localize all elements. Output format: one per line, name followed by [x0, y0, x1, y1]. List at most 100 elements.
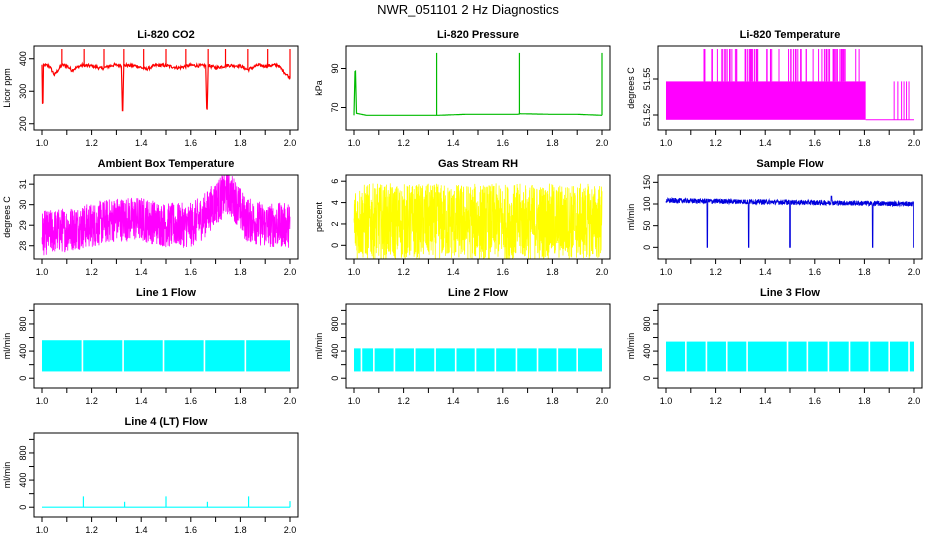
plot-frame [345, 303, 611, 389]
chart-title: Gas Stream RH [438, 158, 518, 170]
x-tick-label: 1.6 [185, 396, 198, 406]
chart-panel-line2: Line 2 Flow ml/min 1.0 1.2 1.4 1.6 1.8 2.0 0 400 8… [314, 287, 611, 406]
chart-panel-pressure: Li-820 Pressure kPa 1.0 1.2 1.4 1.6 1.8 2.0 70 90 [314, 29, 611, 148]
y-tick-label: 0 [330, 376, 340, 381]
series-line [353, 183, 603, 259]
x-tick-label: 1.6 [809, 138, 822, 148]
x-tick-label: 1.8 [858, 396, 871, 406]
x-tick-label: 1.2 [85, 396, 98, 406]
flow-band [666, 341, 914, 372]
data-layer [354, 347, 602, 373]
chart-panel-line4: Line 4 (LT) Flow ml/min 1.0 1.2 1.4 1.6 1.8 2.0… [2, 416, 299, 535]
data-layer [665, 195, 914, 248]
data-layer [41, 175, 291, 256]
x-tick-label: 2.0 [596, 267, 609, 277]
y-axis-label: kPa [314, 80, 324, 96]
x-tick-label: 1.2 [85, 138, 98, 148]
y-axis-label: Licor ppm [2, 68, 12, 108]
y-tick-label: 0 [18, 376, 28, 381]
x-tick-label: 1.8 [546, 396, 559, 406]
chart-panel-rh: Gas Stream RH percent 1.0 1.2 1.4 1.6 1.8 2.0 0 2… [314, 158, 611, 277]
y-axis-label: ml/min [2, 462, 12, 489]
y-tick-label: 300 [18, 84, 28, 99]
y-tick-label: 50 [642, 221, 652, 231]
y-tick-label: 800 [642, 316, 652, 331]
x-tick-label: 1.8 [234, 267, 247, 277]
x-tick-label: 1.0 [36, 138, 49, 148]
y-tick-label: 400 [330, 344, 340, 359]
data-layer [666, 340, 914, 373]
y-tick-label: 400 [18, 344, 28, 359]
y-tick-label: 30 [18, 200, 28, 210]
chart-panel-sampleflow: Sample Flow ml/min 1.0 1.2 1.4 1.6 1.8 2.0 0 50 10… [626, 158, 923, 277]
x-tick-label: 1.4 [135, 138, 148, 148]
y-tick-label: 150 [642, 175, 652, 190]
series-line [353, 69, 602, 116]
y-axis-label: percent [314, 201, 324, 232]
plot-frame [657, 174, 923, 260]
data-layer [666, 49, 914, 121]
y-tick-label: 29 [18, 220, 28, 230]
x-tick-label: 2.0 [284, 525, 297, 535]
y-tick-label: 200 [18, 116, 28, 131]
x-tick-label: 1.6 [185, 138, 198, 148]
series-line [665, 195, 914, 248]
x-tick-label: 1.6 [185, 267, 198, 277]
plot-frame [345, 45, 611, 131]
x-tick-label: 1.4 [759, 138, 772, 148]
chart-title: Line 1 Flow [136, 287, 196, 299]
x-tick-label: 1.4 [135, 396, 148, 406]
y-tick-label: 28 [18, 241, 28, 251]
x-tick-label: 1.6 [497, 138, 510, 148]
x-tick-label: 1.2 [397, 267, 410, 277]
x-tick-label: 1.0 [36, 396, 49, 406]
x-tick-label: 1.4 [135, 267, 148, 277]
chart-panel-line3: Line 3 Flow ml/min 1.0 1.2 1.4 1.6 1.8 2.0 0 400 8… [626, 287, 923, 406]
x-tick-label: 1.2 [709, 267, 722, 277]
x-tick-label: 2.0 [596, 396, 609, 406]
x-tick-label: 1.8 [546, 138, 559, 148]
chart-panel-co2: Li-820 CO2 Licor ppm 1.0 1.2 1.4 1.6 1.8 2.0 200… [2, 29, 299, 148]
temperature-band [666, 81, 866, 120]
y-tick-label: 90 [330, 63, 340, 73]
y-tick-label: 800 [18, 445, 28, 460]
y-tick-label: 51.52 [642, 104, 652, 127]
y-tick-label: 31 [18, 179, 28, 189]
x-tick-label: 1.8 [234, 138, 247, 148]
y-tick-label: 100 [642, 196, 652, 211]
data-layer [42, 496, 291, 508]
x-tick-label: 2.0 [908, 267, 921, 277]
x-tick-label: 1.0 [348, 396, 361, 406]
x-tick-label: 1.0 [660, 138, 673, 148]
flow-band [354, 348, 602, 372]
y-tick-label: 0 [18, 505, 28, 510]
y-tick-label: 51.55 [642, 68, 652, 91]
chart-title: Li-820 Pressure [437, 29, 519, 41]
x-tick-label: 1.0 [660, 396, 673, 406]
x-tick-label: 1.2 [85, 267, 98, 277]
x-tick-label: 1.4 [447, 396, 460, 406]
x-tick-label: 1.4 [447, 138, 460, 148]
x-tick-label: 1.6 [809, 267, 822, 277]
x-tick-label: 1.6 [809, 396, 822, 406]
chart-title: Line 4 (LT) Flow [125, 416, 208, 428]
x-tick-label: 1.2 [397, 138, 410, 148]
x-tick-label: 1.2 [85, 525, 98, 535]
x-tick-label: 1.6 [185, 525, 198, 535]
y-axis-label: ml/min [626, 333, 636, 360]
x-tick-label: 1.0 [348, 267, 361, 277]
y-tick-label: 4 [330, 200, 340, 205]
x-tick-label: 2.0 [908, 138, 921, 148]
page-title: NWR_051101 2 Hz Diagnostics [377, 2, 559, 17]
y-tick-label: 70 [330, 102, 340, 112]
y-tick-label: 2 [330, 221, 340, 226]
chart-title: Line 2 Flow [448, 287, 508, 299]
chart-title: Ambient Box Temperature [98, 158, 235, 170]
y-tick-label: 0 [642, 245, 652, 250]
x-tick-label: 1.8 [546, 267, 559, 277]
chart-title: Li-820 CO2 [137, 29, 194, 41]
flow-band [42, 340, 290, 372]
x-tick-label: 2.0 [908, 396, 921, 406]
y-axis-label: ml/min [314, 333, 324, 360]
